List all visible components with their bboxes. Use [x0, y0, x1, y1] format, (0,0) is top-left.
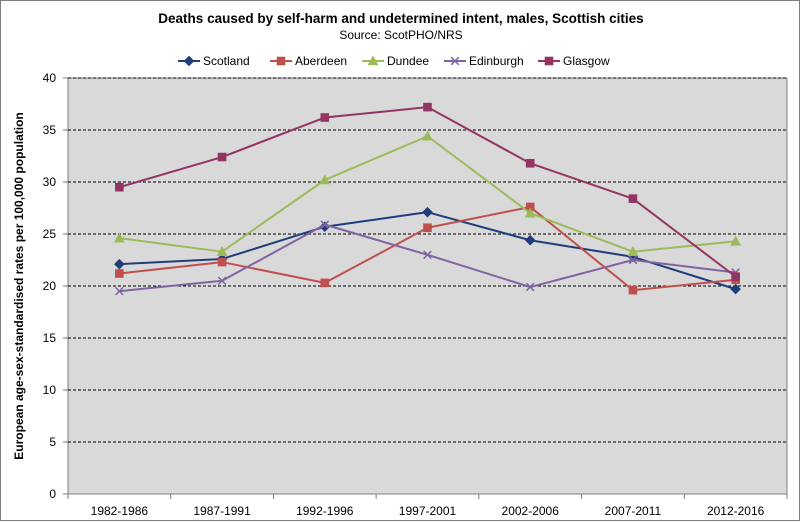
y-tick-label: 5: [49, 435, 56, 449]
legend-marker-edinburgh: [450, 56, 460, 66]
series-glasgow: [115, 102, 740, 281]
legend-label: Edinburgh: [469, 54, 524, 68]
legend-label: Glasgow: [563, 54, 610, 68]
y-axis-label: European age-sex-standardised rates per …: [12, 112, 26, 459]
legend-marker-scotland: [183, 55, 195, 67]
x-tick-label: 1982-1986: [91, 504, 149, 518]
data-point-edinburgh: [320, 220, 330, 229]
y-tick-label: 10: [43, 383, 57, 397]
x-tick-label: 2002-2006: [502, 504, 560, 518]
data-point-edinburgh: [423, 250, 432, 260]
data-point-scotland: [524, 234, 536, 246]
legend-label: Aberdeen: [295, 54, 347, 68]
data-point-glasgow: [628, 194, 638, 203]
y-tick-label: 20: [43, 279, 57, 293]
series-group: [113, 102, 742, 296]
data-point-edinburgh: [115, 286, 124, 296]
data-point-aberdeen: [628, 285, 638, 295]
legend-marker-dundee: [367, 55, 379, 66]
y-tick-label: 40: [43, 71, 57, 85]
y-tick-label: 0: [49, 487, 56, 501]
legend-label: Dundee: [387, 54, 429, 68]
data-point-glasgow: [217, 152, 227, 162]
data-point-dundee: [422, 130, 433, 141]
data-point-scotland: [730, 283, 741, 295]
y-tick-label: 35: [43, 123, 57, 137]
data-point-dundee: [216, 246, 228, 256]
data-point-dundee: [730, 235, 742, 246]
data-point-dundee: [524, 207, 536, 218]
legend-label: Scotland: [203, 54, 250, 68]
data-point-scotland: [422, 206, 433, 218]
x-tick-label: 2012-2016: [707, 504, 765, 518]
legend-item-aberdeen: Aberdeen: [270, 54, 347, 68]
y-tick-label: 30: [43, 175, 57, 189]
legend-marker-glasgow: [544, 56, 554, 66]
data-point-aberdeen: [115, 269, 124, 278]
data-point-glasgow: [115, 182, 124, 192]
legend-marker-aberdeen: [276, 56, 286, 66]
x-tick-label: 1992-1996: [296, 504, 354, 518]
data-point-dundee: [627, 246, 639, 256]
x-axis-ticks: 1982-1986 1987-1991 1992-1996 1997-2001 2002…: [67, 494, 788, 518]
data-point-glasgow: [320, 113, 330, 122]
legend-item-dundee: Dundee: [362, 54, 429, 68]
y-tick-label: 25: [43, 227, 57, 241]
legend-item-scotland: Scotland: [178, 54, 250, 68]
legend: Scotland Aberdeen Dundee Edinburgh Glasgow: [178, 54, 610, 68]
x-tick-label: 2007-2011: [605, 504, 662, 518]
legend-item-edinburgh: Edinburgh: [444, 54, 524, 68]
y-tick-label: 15: [43, 331, 57, 345]
data-point-scotland: [114, 258, 125, 270]
chart-subtitle: Source: ScotPHO/NRS: [339, 28, 462, 42]
data-point-aberdeen: [217, 257, 227, 267]
data-point-glasgow: [731, 272, 740, 281]
data-point-edinburgh: [628, 255, 638, 265]
data-point-aberdeen: [320, 278, 330, 288]
data-point-dundee: [113, 232, 125, 243]
chart-title: Deaths caused by self-harm and undetermi…: [158, 11, 643, 26]
legend-item-glasgow: Glasgow: [538, 54, 610, 68]
x-tick-label: 1997-2001: [399, 504, 457, 518]
data-point-dundee: [319, 174, 331, 185]
series-dundee: [113, 130, 742, 256]
data-point-glasgow: [525, 158, 535, 168]
y-axis-ticks: 0 5 10 15 20 25 30 35 40: [43, 71, 68, 501]
data-point-edinburgh: [525, 282, 535, 292]
x-tick-label: 1987-1991: [193, 504, 251, 518]
data-point-edinburgh: [217, 276, 227, 286]
data-point-aberdeen: [423, 223, 432, 233]
data-point-glasgow: [423, 102, 432, 112]
